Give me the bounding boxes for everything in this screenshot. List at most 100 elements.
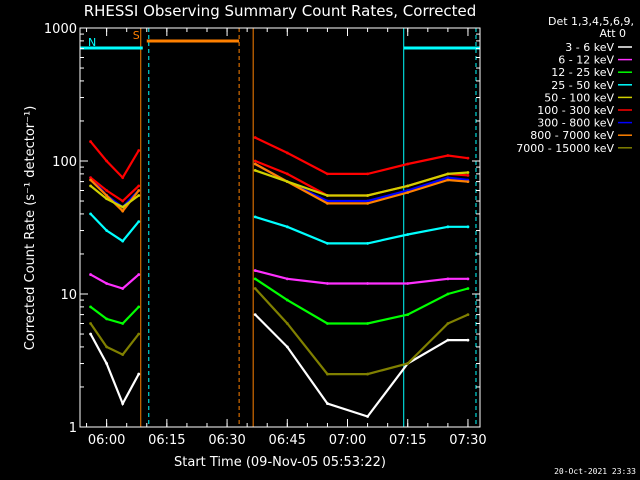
data-point-1-7 xyxy=(366,282,369,285)
data-point-0-9 xyxy=(446,338,450,342)
legend-item-label-4: 50 - 100 keV xyxy=(544,91,614,104)
series-line-5-0 xyxy=(89,140,140,180)
data-point-9-5 xyxy=(285,322,289,325)
data-point-1-10 xyxy=(466,277,470,281)
legend-item-label-1: 6 - 12 keV xyxy=(558,54,614,67)
x-tick-label-0: 06:00 xyxy=(88,433,125,448)
x-tick-label-3: 06:45 xyxy=(269,433,306,448)
data-point-3-10 xyxy=(466,225,470,229)
data-point-8-1 xyxy=(105,197,109,201)
data-point-7-8 xyxy=(406,191,410,194)
data-point-0-2 xyxy=(121,402,125,405)
chart-title: RHESSI Observing Summary Count Rates, Co… xyxy=(84,2,477,20)
data-point-1-5 xyxy=(285,277,289,281)
y-tick-label-2: 100 xyxy=(52,155,77,170)
data-point-6-3 xyxy=(137,184,141,188)
data-point-0-3 xyxy=(137,372,141,376)
data-point-5-2 xyxy=(121,176,125,180)
data-point-2-0 xyxy=(89,305,92,309)
data-point-2-2 xyxy=(121,322,125,325)
data-point-9-3 xyxy=(137,332,141,336)
data-point-4-9 xyxy=(446,176,450,180)
data-point-1-8 xyxy=(406,282,410,285)
data-point-8-2 xyxy=(121,205,125,209)
data-point-8-5 xyxy=(285,180,289,184)
legend-header-1: Det 1,3,4,5,6,9, xyxy=(548,15,634,28)
data-point-2-10 xyxy=(466,287,470,290)
legend-item-label-2: 12 - 25 keV xyxy=(551,66,614,79)
data-point-2-8 xyxy=(406,313,410,317)
data-point-0-10 xyxy=(466,338,470,342)
data-point-8-8 xyxy=(406,184,410,188)
x-tick-label-5: 07:15 xyxy=(389,433,426,448)
series-line-6-0 xyxy=(89,176,140,203)
data-point-3-5 xyxy=(285,225,289,229)
data-point-5-9 xyxy=(446,154,450,157)
data-point-1-2 xyxy=(121,287,125,290)
data-point-5-6 xyxy=(326,172,329,176)
data-point-5-4 xyxy=(253,136,257,139)
data-point-2-3 xyxy=(137,305,141,309)
data-point-2-4 xyxy=(253,277,257,281)
data-point-6-10 xyxy=(466,173,470,177)
data-point-7-7 xyxy=(366,201,369,205)
data-point-6-0 xyxy=(89,176,92,180)
data-point-8-0 xyxy=(89,184,92,188)
legend-item-label-6: 300 - 800 keV xyxy=(537,117,614,130)
event-bar-label-S: S xyxy=(133,29,140,42)
series-line-3-0 xyxy=(89,213,140,243)
legend-item-label-7: 800 - 7000 keV xyxy=(530,129,614,142)
data-point-3-0 xyxy=(89,212,92,216)
legend-header-2: Att 0 xyxy=(600,27,626,40)
data-point-9-2 xyxy=(121,353,125,357)
data-point-1-1 xyxy=(105,282,109,285)
data-point-0-5 xyxy=(285,345,289,349)
y-axis: 1 10 100 1000 xyxy=(44,22,480,436)
series-line-2-0 xyxy=(89,306,140,325)
data-point-9-8 xyxy=(406,362,410,365)
data-point-9-9 xyxy=(446,322,450,325)
data-point-5-7 xyxy=(366,172,369,176)
data-point-7-0 xyxy=(89,178,92,182)
data-point-9-1 xyxy=(105,345,109,349)
data-point-2-1 xyxy=(105,317,109,321)
x-axis: 06:00 06:15 06:30 06:45 07:00 07:15 07:30 xyxy=(86,28,487,448)
data-point-1-4 xyxy=(253,269,257,272)
data-point-1-3 xyxy=(137,273,141,276)
data-point-7-10 xyxy=(466,180,470,184)
data-point-3-1 xyxy=(105,229,109,232)
data-point-0-7 xyxy=(366,415,369,418)
data-point-8-9 xyxy=(446,172,450,176)
data-point-8-4 xyxy=(253,168,257,172)
series-line-0-0 xyxy=(89,333,140,407)
legend-item-label-8: 7000 - 15000 keV xyxy=(516,142,614,155)
data-point-8-10 xyxy=(466,171,470,174)
data-point-9-7 xyxy=(366,372,369,376)
data-point-3-2 xyxy=(121,239,125,243)
event-bar-label-N: N xyxy=(88,36,96,49)
data-point-3-3 xyxy=(137,220,141,224)
data-point-2-7 xyxy=(366,322,369,325)
data-point-6-2 xyxy=(121,199,125,203)
data-point-2-6 xyxy=(326,322,329,325)
data-point-5-5 xyxy=(285,151,289,155)
data-point-8-7 xyxy=(366,194,369,197)
data-point-2-5 xyxy=(285,298,289,302)
data-point-9-10 xyxy=(466,313,470,317)
data-point-9-0 xyxy=(89,322,92,325)
data-point-5-10 xyxy=(466,156,470,160)
data-point-6-4 xyxy=(253,159,257,163)
series-line-9-0 xyxy=(89,322,140,356)
series-line-8-0 xyxy=(89,185,140,209)
data-point-1-6 xyxy=(326,282,329,285)
data-point-4-6 xyxy=(326,199,329,203)
x-tick-label-2: 06:30 xyxy=(208,433,245,448)
data-point-3-4 xyxy=(253,215,257,219)
data-point-5-3 xyxy=(137,149,141,152)
plot-area: SN xyxy=(80,28,480,427)
series-line-1-0 xyxy=(90,273,140,290)
data-point-0-0 xyxy=(89,332,92,336)
plot-frame xyxy=(79,27,481,428)
